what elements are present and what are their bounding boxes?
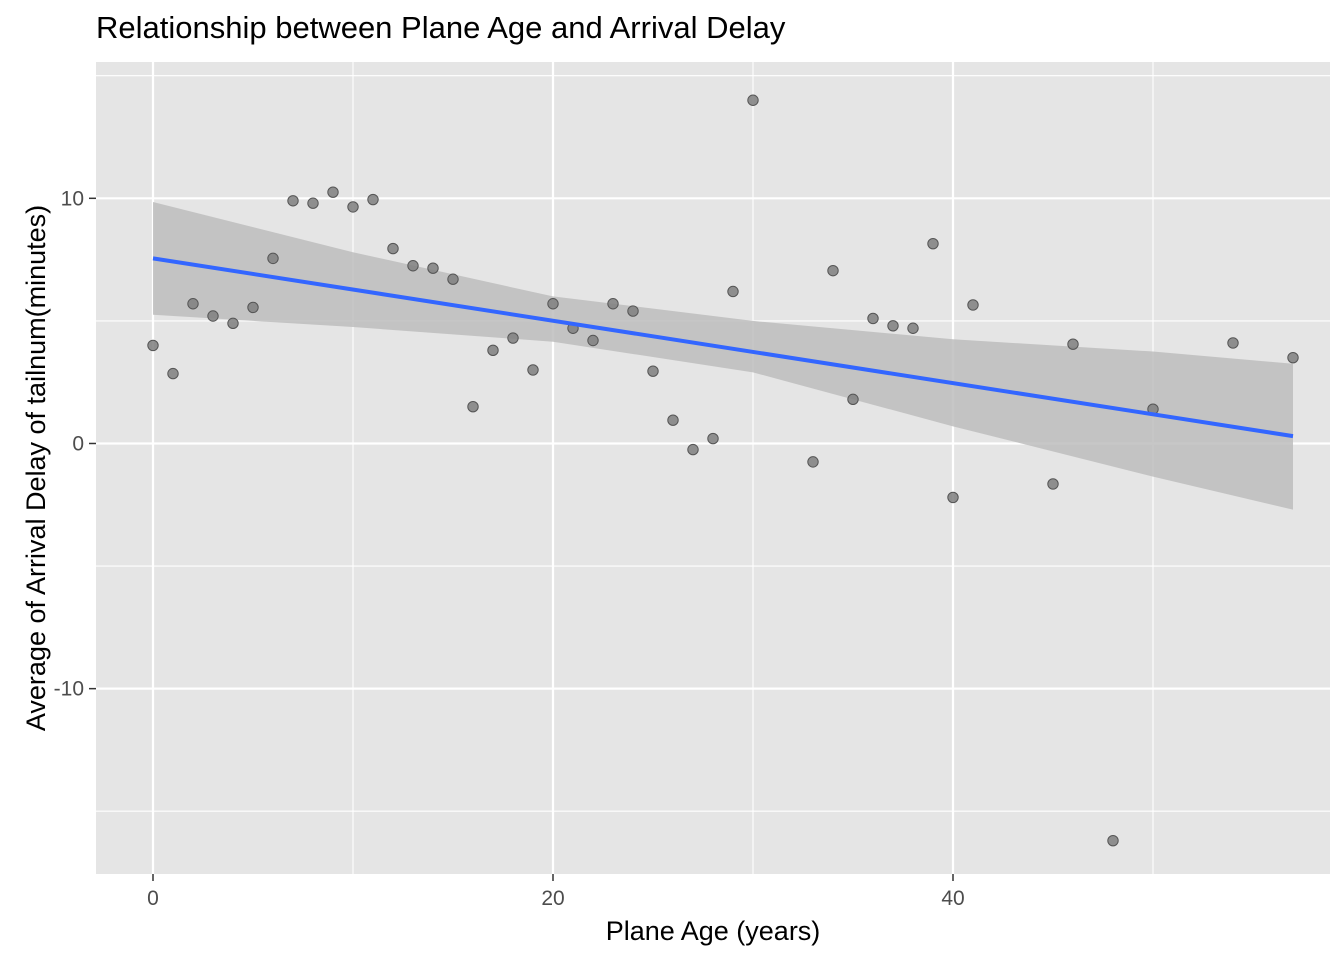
data-point: [147, 339, 159, 352]
data-point: [387, 242, 399, 255]
data-point: [887, 320, 899, 332]
data-point: [707, 432, 719, 445]
data-point: [607, 298, 619, 310]
data-point: [227, 317, 239, 330]
confidence-band-layer: [153, 201, 1293, 510]
trend-line: [152, 256, 1294, 439]
x-tick-label: 20: [541, 887, 564, 910]
y-tick-label: -10: [54, 678, 84, 701]
data-point: [667, 414, 679, 426]
y-tick-label: 0: [72, 432, 84, 455]
data-point: [487, 344, 499, 357]
data-point: [207, 310, 219, 322]
data-point: [807, 456, 819, 468]
chart-title: Relationship between Plane Age and Arriv…: [96, 10, 786, 45]
data-point: [1227, 337, 1239, 349]
data-point: [527, 364, 539, 376]
data-point: [1067, 338, 1079, 350]
data-point: [1107, 834, 1119, 847]
point-layer: [147, 94, 1299, 847]
data-point: [247, 301, 259, 314]
data-point: [927, 237, 939, 250]
data-point: [947, 491, 959, 504]
data-point: [307, 197, 319, 209]
data-point: [447, 273, 459, 285]
x-tick-label: 40: [941, 887, 964, 910]
y-tick-label: 10: [61, 187, 84, 210]
axis-ticks: [89, 197, 954, 881]
data-point: [587, 334, 599, 347]
data-point: [647, 365, 659, 377]
data-point: [727, 285, 739, 298]
data-point: [627, 305, 639, 317]
data-point: [187, 298, 199, 310]
data-point: [1287, 351, 1299, 364]
data-point: [407, 260, 419, 272]
data-point: [967, 299, 979, 311]
data-point: [347, 201, 359, 213]
confidence-band: [153, 201, 1293, 510]
data-point: [1047, 478, 1059, 490]
data-point: [687, 443, 699, 456]
data-point: [287, 195, 299, 207]
x-axis-title: Plane Age (years): [606, 916, 821, 946]
data-point: [367, 193, 379, 206]
data-point: [467, 401, 479, 413]
data-point: [267, 252, 279, 265]
data-point: [827, 264, 839, 277]
axis-tick-labels: 0 20 40 -10 0 10: [54, 187, 965, 910]
data-point: [547, 298, 559, 310]
data-point: [327, 186, 339, 198]
data-point: [427, 262, 439, 274]
x-tick-label: 0: [147, 887, 159, 910]
data-point: [847, 393, 859, 406]
data-point: [167, 367, 179, 380]
data-point: [747, 94, 759, 106]
data-point: [907, 322, 919, 334]
data-point: [867, 312, 879, 325]
trend-line-layer: [152, 256, 1294, 439]
data-point: [507, 332, 519, 344]
y-axis-title: Average of Arrival Delay of tailnum(minu…: [21, 205, 51, 731]
